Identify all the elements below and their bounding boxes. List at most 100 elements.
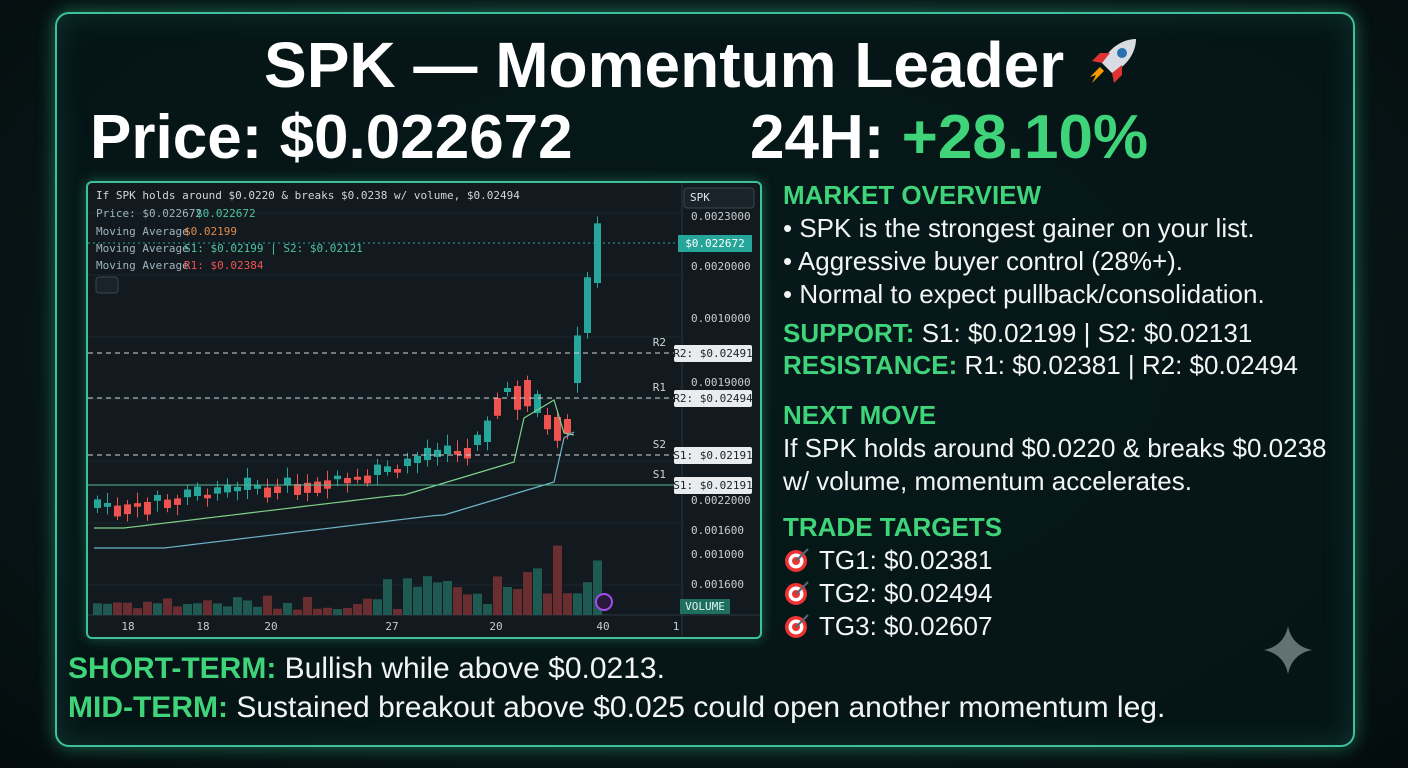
- target-row: TG2: $0.02494: [783, 578, 992, 609]
- resistance-row: RESISTANCE: R1: $0.02381 | R2: $0.02494: [783, 350, 1298, 381]
- play-icon: [595, 593, 613, 611]
- title: SPK — Momentum Leader: [264, 29, 1065, 101]
- volume-bar: [143, 601, 152, 615]
- volume-bar: [553, 545, 562, 615]
- level-tag: R2: $0.02491: [673, 347, 752, 360]
- candle: [504, 388, 511, 392]
- candle: [264, 487, 271, 498]
- target-icon: [785, 581, 809, 605]
- level-tag-box: [674, 345, 752, 362]
- candle: [274, 486, 281, 493]
- price-value: $0.022672: [279, 103, 573, 172]
- outlook-row: SHORT-TERM: Bullish while above $0.0213.: [68, 652, 665, 686]
- candle: [194, 486, 201, 496]
- legend-text: $0.022672: [196, 207, 256, 220]
- candle: [174, 498, 181, 505]
- candle: [334, 475, 341, 480]
- level-name: S1: [653, 468, 666, 481]
- level-name: R1: [653, 381, 666, 394]
- outlook-label: SHORT-TERM:: [68, 652, 277, 685]
- candle: [564, 419, 571, 434]
- volume-tag: VOLUME: [685, 600, 725, 613]
- volume-bar: [483, 604, 492, 615]
- title-row: SPK — Momentum Leader: [0, 28, 1408, 102]
- volume-bar: [403, 578, 412, 615]
- volume-bar: [103, 603, 112, 615]
- outlook-text: Sustained breakout above $0.025 could op…: [236, 691, 1166, 724]
- change-value: +28.10%: [901, 103, 1149, 172]
- candle: [434, 449, 441, 457]
- sparkle-icon: [1264, 626, 1312, 674]
- legend-value: R1: $0.02384: [184, 259, 264, 272]
- volume-bar: [263, 595, 272, 615]
- outlook-label: MID-TERM:: [68, 691, 228, 724]
- legend-text: Moving Average: [96, 242, 189, 255]
- candle: [244, 477, 251, 490]
- volume-bar: [493, 576, 502, 615]
- volume-bar: [413, 586, 422, 615]
- target-icon: [785, 548, 809, 572]
- moving-average: [94, 399, 575, 529]
- overview-heading: MARKET OVERVIEW: [783, 180, 1042, 210]
- candle: [224, 484, 231, 493]
- axis-label: 0.001000: [691, 548, 744, 561]
- level-name: R2: [653, 336, 666, 349]
- target-text: TG1: $0.02381: [819, 545, 993, 575]
- symbol-box: [683, 187, 755, 209]
- candle: [344, 478, 351, 484]
- candle: [294, 484, 301, 495]
- level-tag-box: [674, 447, 752, 464]
- volume-bar: [543, 593, 552, 615]
- level-tag: S1: $0.02191: [673, 479, 752, 492]
- overview-bullet: • SPK is the strongest gainer on your li…: [783, 213, 1255, 243]
- rocket-icon: [1089, 39, 1136, 83]
- x-label: 27: [385, 620, 398, 633]
- change-row: 24H: +28.10%: [750, 102, 1148, 173]
- target-row: TG1: $0.02381: [783, 545, 992, 576]
- candle: [594, 223, 601, 283]
- candle: [394, 469, 401, 473]
- x-label: 18: [121, 620, 134, 633]
- candle: [314, 481, 321, 493]
- axis-label: 0.0019000: [691, 376, 751, 389]
- candle: [214, 487, 221, 494]
- overview-bullet: • Aggressive buyer control (28%+).: [783, 246, 1184, 276]
- level-tag-box: [674, 477, 752, 494]
- volume-bar: [203, 600, 212, 615]
- moving-average: [94, 431, 575, 549]
- x-label: 20: [264, 620, 277, 633]
- candle: [574, 335, 581, 383]
- candle: [514, 386, 521, 410]
- level-tag: S1: $0.02191: [673, 449, 752, 462]
- volume-bar: [343, 607, 352, 615]
- candle: [494, 398, 501, 416]
- candle: [144, 502, 151, 515]
- volume-bar: [153, 603, 162, 615]
- candle: [534, 394, 541, 413]
- volume-bar: [173, 606, 182, 615]
- x-label: 20: [489, 620, 502, 633]
- candle: [124, 504, 131, 515]
- volume-bar: [473, 593, 482, 615]
- axis-label: 0.001600: [691, 578, 744, 591]
- candle-chart: R2 R2: $0.02491 R1 R2: $0.02494 S2 S1: $0.021…: [88, 183, 760, 637]
- support-text: S1: $0.02199 | S2: $0.02131: [921, 318, 1253, 348]
- price-label: Price:: [90, 103, 263, 172]
- volume-bar: [353, 603, 362, 615]
- price-tag: $0.022672: [685, 237, 745, 250]
- x-label: 40: [596, 620, 609, 633]
- axis-label: 0.0020000: [691, 260, 751, 273]
- candle: [484, 420, 491, 442]
- legend-text: Price: $0.022672: [96, 207, 202, 220]
- volume-bar: [213, 603, 222, 615]
- axis-label: 0.0010000: [691, 312, 751, 325]
- level-tag: R2: $0.02494: [673, 392, 753, 405]
- price-row: Price: $0.022672: [90, 102, 573, 173]
- x-label: 18: [196, 620, 209, 633]
- volume-bar: [253, 606, 262, 615]
- volume-bar: [593, 560, 602, 615]
- candle: [374, 464, 381, 475]
- candle: [164, 499, 171, 509]
- support-label: SUPPORT:: [783, 318, 915, 348]
- volume-bar: [223, 606, 232, 615]
